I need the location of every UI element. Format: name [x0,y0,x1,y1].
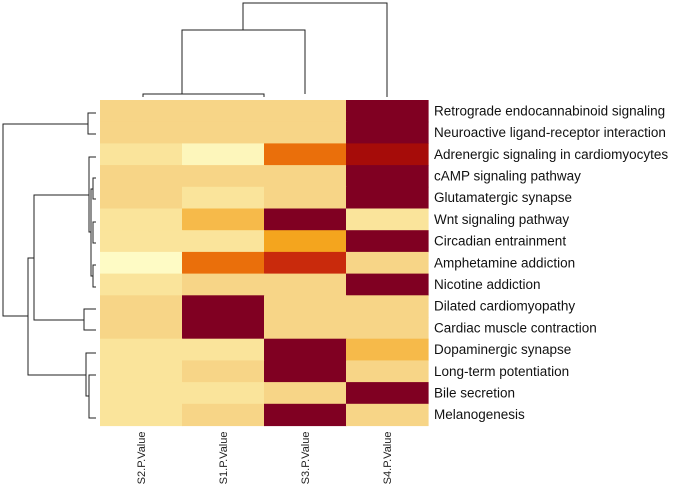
heatmap-cell [100,317,183,340]
row-label: Dopaminergic synapse [434,342,571,357]
heatmap-cell [264,100,347,123]
row-labels: Retrograde endocannabinoid signaling Neur… [434,103,668,422]
column-label: S4.P.Value [382,432,394,485]
heatmap-cell [182,403,265,427]
row-label: Neuroactive ligand-receptor interaction [434,125,666,140]
heatmap-cells [100,100,429,427]
heatmap-cell [264,186,347,210]
heatmap-cell [100,403,183,427]
heatmap-cell [100,121,183,144]
heatmap-cell [346,273,429,296]
heatmap-cell [100,382,183,405]
heatmap-cell [346,317,429,340]
heatmap-cell [346,251,429,275]
heatmap-cell [264,251,347,275]
heatmap-cell [346,382,429,405]
row-label: Adrenergic signaling in cardiomyocytes [434,147,668,162]
heatmap-cell [100,230,183,253]
column-label: S1.P.Value [218,432,230,485]
column-dendrogram [142,2,388,97]
heatmap-cell [182,338,265,361]
row-label: Circadian entrainment [434,234,566,249]
heatmap-cell [100,273,183,296]
heatmap-cell [346,403,429,427]
row-dendrogram-link [83,308,96,331]
heatmap-cell [182,360,265,383]
row-label: Amphetamine addiction [434,255,575,270]
heatmap-cell [100,360,183,383]
heatmap-cell [264,338,347,361]
column-label: S2.P.Value [136,432,148,485]
row-label: Nicotine addiction [434,277,541,292]
heatmap-cell [182,208,265,231]
heatmap-cell [346,208,429,231]
row-dendrogram-link [88,374,96,419]
heatmap-cell [346,186,429,210]
heatmap-cell [100,143,183,166]
heatmap-cell [100,251,183,275]
heatmap-cell [346,360,429,383]
heatmap-cell [182,186,265,210]
heatmap-cell [182,317,265,340]
heatmap-cell [264,403,347,427]
row-label: Retrograde endocannabinoid signaling [434,103,665,118]
heatmap-cell [346,338,429,361]
row-dendrogram-link [92,177,96,200]
heatmap-cell [264,121,347,144]
heatmap-cell [100,295,183,318]
row-dendrogram-link [92,264,96,288]
heatmap-cell [182,251,265,275]
heatmap-cell [100,100,183,123]
heatmap-cell [100,165,183,188]
heatmap-cell [346,143,429,166]
heatmap-cell [264,273,347,296]
heatmap-cell [346,230,429,253]
row-label: Glutamatergic synapse [434,190,572,205]
row-dendrogram-link [87,112,96,135]
heatmap-cell [100,186,183,210]
heatmap-cell [100,208,183,231]
row-label: Dilated cardiomyopathy [434,299,575,314]
heatmap-cell [264,143,347,166]
column-labels: S2.P.Value S1.P.Value S3.P.Value S4.P.Value [136,432,394,485]
row-dendrogram-link [33,194,89,321]
heatmap-cell [346,295,429,318]
row-label: Cardiac muscle contraction [434,320,597,335]
heatmap-cell [264,230,347,253]
heatmap-cell [182,230,265,253]
heatmap-cell [182,143,265,166]
row-label: Long-term potentiation [434,364,569,379]
heatmap-cell [264,165,347,188]
heatmap-cell [100,338,183,361]
row-label: Bile secretion [434,385,515,400]
row-label: Wnt signaling pathway [434,212,569,227]
column-label: S3.P.Value [300,432,312,485]
row-dendrogram-link [27,257,86,376]
heatmap-cell [264,295,347,318]
heatmap-cell [182,382,265,405]
heatmap-cell [182,121,265,144]
column-dendrogram-link [142,93,265,97]
heatmap-cell [264,382,347,405]
row-dendrogram-link [92,221,96,244]
heatmap-cell [264,360,347,383]
heatmap-cell [182,100,265,123]
row-dendrogram [2,112,96,419]
row-dendrogram-link [2,123,88,317]
column-dendrogram-link [242,2,388,97]
heatmap-cell [264,208,347,231]
heatmap-cell [346,100,429,123]
heatmap-cell [182,295,265,318]
heatmap-cell [264,317,347,340]
heatmap-cell [346,165,429,188]
row-label: Melanogenesis [434,407,525,422]
column-dendrogram-link [181,29,306,94]
row-label: cAMP signaling pathway [434,168,581,183]
heatmap-cell [182,273,265,296]
heatmap-cell [346,121,429,144]
heatmap-cell [182,165,265,188]
